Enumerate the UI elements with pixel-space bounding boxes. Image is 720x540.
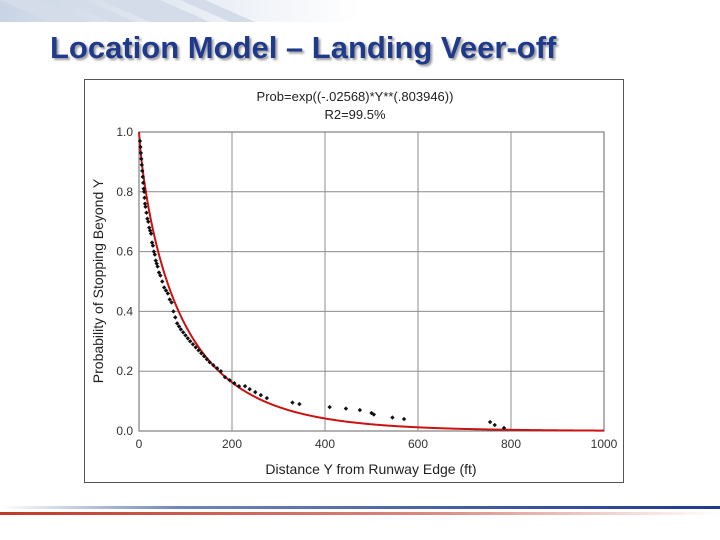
data-point: [227, 377, 232, 383]
data-point: [185, 336, 191, 341]
data-point: [193, 345, 198, 350]
data-point: [501, 425, 507, 431]
y-tick-label: 0.0: [116, 424, 133, 438]
data-point: [176, 324, 182, 329]
y-tick-label: 0.4: [116, 304, 133, 318]
chart-svg: 0.0 0.2 0.4 0.6 0.8 1.0 0 200 400 600 800 1000 Pro…: [90, 89, 618, 477]
data-point: [214, 366, 220, 371]
data-point: [190, 342, 196, 347]
data-point: [196, 348, 201, 353]
data-point: [140, 180, 146, 186]
chart-frame: 0.0 0.2 0.4 0.6 0.8 1.0 0 200 400 600 800 1000 Pro…: [84, 79, 624, 483]
data-point: [138, 150, 144, 156]
chart-title: Prob=exp((-.02568)*Y**(.803946)): [257, 89, 454, 104]
data-point: [161, 285, 167, 290]
data-point: [171, 309, 176, 314]
y-tick-label: 0.8: [116, 185, 133, 199]
data-point: [146, 219, 151, 224]
data-point: [143, 204, 148, 209]
data-point: [174, 321, 180, 326]
data-point: [138, 144, 143, 150]
data-point: [232, 380, 237, 386]
data-point: [152, 252, 158, 257]
data-point: [155, 264, 160, 269]
data-point: [236, 383, 242, 389]
bottom-decorative-rule: [0, 506, 720, 515]
data-point: [327, 404, 332, 410]
data-point: [258, 392, 264, 398]
slide-title: Location Model – Landing Veer-off: [50, 30, 557, 65]
data-point: [207, 360, 212, 365]
data-point: [142, 195, 147, 200]
x-tick-label: 0: [136, 437, 143, 451]
data-point: [390, 415, 395, 420]
data-point: [169, 300, 174, 305]
data-point: [253, 389, 258, 395]
data-point: [173, 315, 178, 320]
data-point: [141, 186, 146, 192]
data-point: [247, 386, 252, 392]
data-point: [140, 168, 145, 174]
data-point: [187, 339, 193, 344]
data-point: [211, 363, 216, 368]
x-tick-label: 400: [315, 437, 335, 451]
data-point: [201, 354, 207, 359]
x-tick-label: 600: [408, 437, 428, 451]
data-point: [487, 419, 493, 425]
y-tick-label: 1.0: [116, 125, 133, 139]
data-point: [142, 201, 148, 206]
top-decorative-band: [0, 0, 360, 22]
data-point: [158, 273, 163, 278]
data-point: [167, 297, 172, 302]
data-point: [242, 383, 248, 389]
data-point: [150, 243, 156, 248]
y-tick-label: 0.6: [116, 245, 133, 259]
data-point: [139, 162, 144, 168]
data-point: [148, 231, 154, 236]
x-tick-label: 1000: [591, 437, 618, 451]
data-point: [290, 400, 295, 405]
data-point: [222, 374, 228, 380]
data-point: [343, 406, 349, 411]
data-point: [297, 401, 302, 407]
y-axis-label: Probability of Stopping Beyond Y: [90, 178, 106, 383]
data-point: [371, 412, 377, 417]
chart-subtitle: R2=99.5%: [324, 107, 386, 122]
data-point: [492, 422, 497, 428]
data-point: [204, 357, 210, 362]
data-point: [139, 156, 144, 162]
data-points: [137, 138, 507, 431]
data-point: [357, 407, 363, 413]
data-point: [141, 189, 147, 194]
x-tick-label: 200: [222, 437, 242, 451]
data-point: [218, 369, 224, 374]
x-tick-labels: 0 200 400 600 800 1000: [136, 437, 618, 451]
data-point: [401, 416, 407, 422]
data-point: [154, 261, 159, 266]
y-tick-label: 0.2: [116, 364, 133, 378]
grid-lines: [139, 132, 604, 431]
plot-area: [138, 131, 605, 432]
data-point: [165, 291, 171, 296]
data-point: [264, 395, 270, 401]
data-point: [160, 279, 165, 284]
data-point: [180, 330, 186, 335]
y-tick-labels: 0.0 0.2 0.4 0.6 0.8 1.0: [116, 125, 133, 438]
data-point: [153, 258, 158, 263]
x-axis-label: Distance Y from Runway Edge (ft): [265, 461, 476, 477]
x-tick-label: 800: [501, 437, 521, 451]
data-point: [199, 351, 204, 356]
